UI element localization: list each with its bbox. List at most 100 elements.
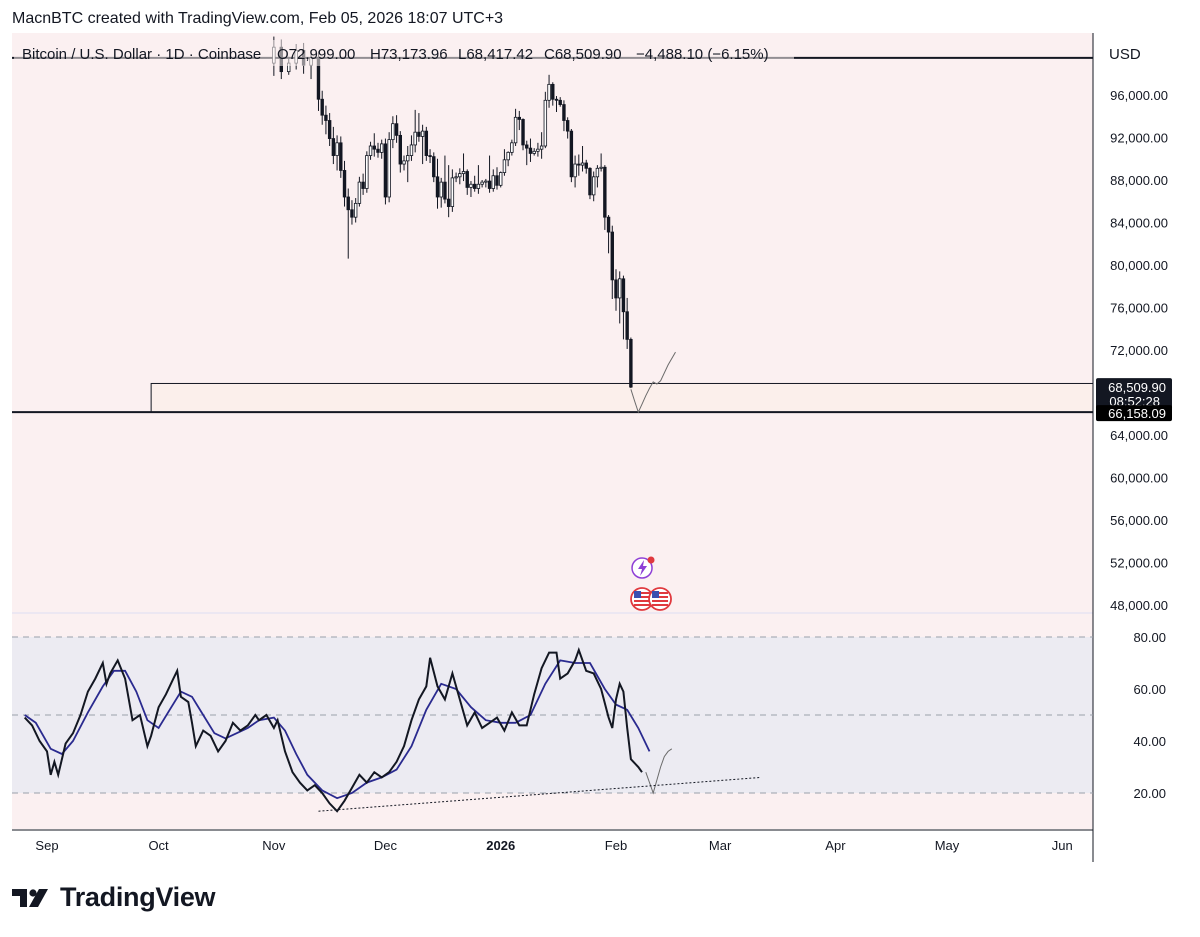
candle[interactable] (506, 151, 510, 167)
candle[interactable] (606, 215, 611, 254)
candle[interactable] (502, 149, 507, 176)
price-projection-path[interactable] (630, 351, 676, 414)
candle[interactable] (353, 198, 358, 223)
candle[interactable] (465, 169, 469, 195)
candle[interactable] (391, 116, 395, 149)
candle[interactable] (614, 269, 618, 311)
candle[interactable] (539, 132, 544, 159)
candle[interactable] (406, 146, 410, 183)
level-price-badge[interactable]: 66,158.09 (1096, 405, 1172, 422)
candle[interactable] (409, 135, 414, 161)
candle[interactable] (480, 180, 484, 188)
candle[interactable] (350, 200, 354, 225)
candle[interactable] (595, 165, 600, 188)
candle[interactable] (417, 113, 421, 142)
candle[interactable] (339, 136, 343, 178)
candle[interactable] (394, 115, 399, 143)
candle[interactable] (446, 165, 451, 218)
candle-body (532, 150, 536, 154)
candle[interactable] (450, 169, 455, 212)
lightning-event-icon[interactable] (631, 556, 655, 579)
rsi-projection-path[interactable] (645, 748, 673, 795)
candle[interactable] (525, 140, 529, 166)
candle[interactable] (439, 177, 443, 208)
candle[interactable] (402, 155, 406, 171)
candle[interactable] (588, 167, 592, 200)
candle[interactable] (331, 126, 336, 165)
candle[interactable] (584, 159, 588, 174)
candle[interactable] (495, 167, 499, 190)
candle[interactable] (580, 146, 585, 172)
candle[interactable] (472, 175, 477, 192)
candle[interactable] (558, 97, 562, 107)
candle[interactable] (346, 188, 350, 259)
candle[interactable] (335, 135, 339, 171)
candle-body (480, 181, 484, 185)
candle[interactable] (469, 181, 473, 197)
candle[interactable] (357, 176, 362, 207)
candle[interactable] (610, 225, 614, 299)
candle[interactable] (521, 118, 525, 151)
candle[interactable] (491, 169, 495, 192)
candle[interactable] (383, 138, 388, 205)
rsi-line[interactable] (23, 647, 643, 813)
candle[interactable] (543, 91, 548, 149)
candle[interactable] (562, 100, 566, 132)
candle[interactable] (621, 275, 626, 340)
candle[interactable] (342, 160, 347, 207)
candle[interactable] (499, 171, 503, 188)
candle[interactable] (368, 141, 373, 160)
rsi-ma-line[interactable] (24, 659, 651, 800)
candle[interactable] (380, 139, 384, 159)
legend-symbol[interactable]: Bitcoin / U.S. Dollar · 1D · Coinbase (22, 46, 261, 63)
candle[interactable] (443, 155, 447, 204)
candle[interactable] (517, 110, 522, 131)
candle[interactable] (365, 151, 369, 193)
candle[interactable] (398, 131, 403, 173)
candle[interactable] (387, 132, 391, 203)
currency-button[interactable]: USD (1099, 38, 1181, 71)
candle[interactable] (603, 165, 607, 230)
candle[interactable] (528, 138, 533, 162)
candle[interactable] (577, 154, 581, 176)
candle[interactable] (487, 155, 492, 193)
candle[interactable] (554, 96, 559, 112)
candle[interactable] (413, 109, 417, 153)
candle[interactable] (547, 74, 551, 108)
candle[interactable] (625, 297, 629, 349)
candle[interactable] (324, 105, 328, 135)
candle[interactable] (428, 149, 432, 163)
candle[interactable] (629, 337, 633, 389)
candle[interactable] (320, 90, 324, 125)
candle[interactable] (618, 271, 622, 324)
candle[interactable] (461, 153, 466, 182)
candle[interactable] (591, 171, 596, 202)
candle[interactable] (327, 113, 332, 146)
candle[interactable] (476, 165, 481, 194)
candle[interactable] (361, 173, 365, 195)
candle[interactable] (435, 158, 440, 209)
candle[interactable] (599, 153, 603, 172)
candle[interactable] (573, 155, 577, 188)
candle[interactable] (372, 133, 376, 157)
candle-body (621, 278, 626, 313)
candle[interactable] (510, 139, 514, 156)
candle[interactable] (513, 108, 518, 146)
support-zone-rectangle[interactable] (150, 382, 1094, 413)
rsi-trendline[interactable] (318, 776, 762, 812)
candle[interactable] (551, 82, 555, 106)
candle[interactable] (532, 148, 536, 156)
candle[interactable] (484, 178, 488, 188)
candle[interactable] (420, 124, 425, 165)
candle[interactable] (536, 142, 540, 157)
candle[interactable] (432, 152, 436, 183)
candle[interactable] (458, 168, 462, 185)
candle[interactable] (424, 126, 429, 161)
us-flag-event-icon[interactable] (648, 587, 672, 611)
candle[interactable] (454, 172, 458, 183)
candle[interactable] (376, 142, 380, 158)
candle[interactable] (565, 117, 570, 139)
candle[interactable] (569, 129, 574, 183)
